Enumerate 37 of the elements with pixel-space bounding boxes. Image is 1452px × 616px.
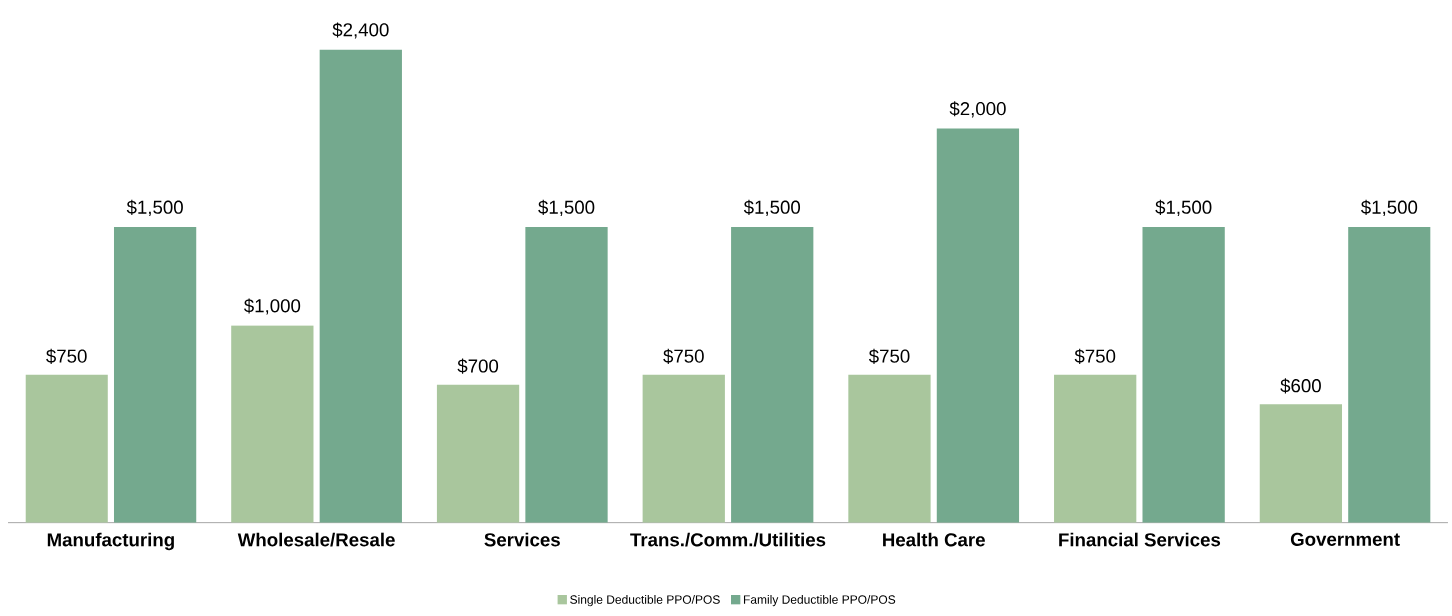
data-label: $750 <box>1074 348 1116 364</box>
data-label: $750 <box>46 348 87 364</box>
data-label: $2,400 <box>332 22 389 39</box>
data-label: $700 <box>457 358 499 374</box>
data-label: $1,500 <box>743 199 801 217</box>
bar <box>1259 404 1343 523</box>
bar <box>525 226 608 523</box>
bar <box>936 128 1020 523</box>
data-label: $1,500 <box>126 199 183 217</box>
data-label: $1,000 <box>244 298 301 315</box>
bar <box>848 374 931 523</box>
legend-label: Single Deductible PPO/POS <box>570 594 720 607</box>
bar <box>25 374 108 523</box>
data-label: $2,000 <box>949 101 1006 118</box>
x-tick-label: Government <box>1290 532 1400 546</box>
x-tick-label: Health Care <box>883 532 985 547</box>
data-label: $750 <box>868 348 910 364</box>
x-tick-label: Services <box>484 532 560 547</box>
legend-label: Family Deductible PPO/POS <box>743 594 896 607</box>
bar <box>1142 226 1225 523</box>
data-label: $600 <box>1280 378 1321 394</box>
x-tick-label: Wholesale/Resale <box>237 532 395 547</box>
bar <box>436 384 520 523</box>
data-label: $1,500 <box>1155 199 1212 217</box>
bar <box>231 325 314 523</box>
bar <box>113 226 197 523</box>
bar <box>731 226 814 523</box>
data-label: $1,500 <box>538 199 595 217</box>
bar <box>1054 374 1137 523</box>
bar <box>319 49 402 523</box>
x-tick-label: Trans./Comm./Utilities <box>630 532 826 547</box>
x-tick-label: Manufacturing <box>47 532 174 551</box>
data-label: $750 <box>663 348 704 364</box>
bar <box>642 374 725 523</box>
x-tick-label: Financial Services <box>1059 532 1221 547</box>
bar <box>1348 226 1431 523</box>
data-label: $1,500 <box>1361 199 1418 217</box>
